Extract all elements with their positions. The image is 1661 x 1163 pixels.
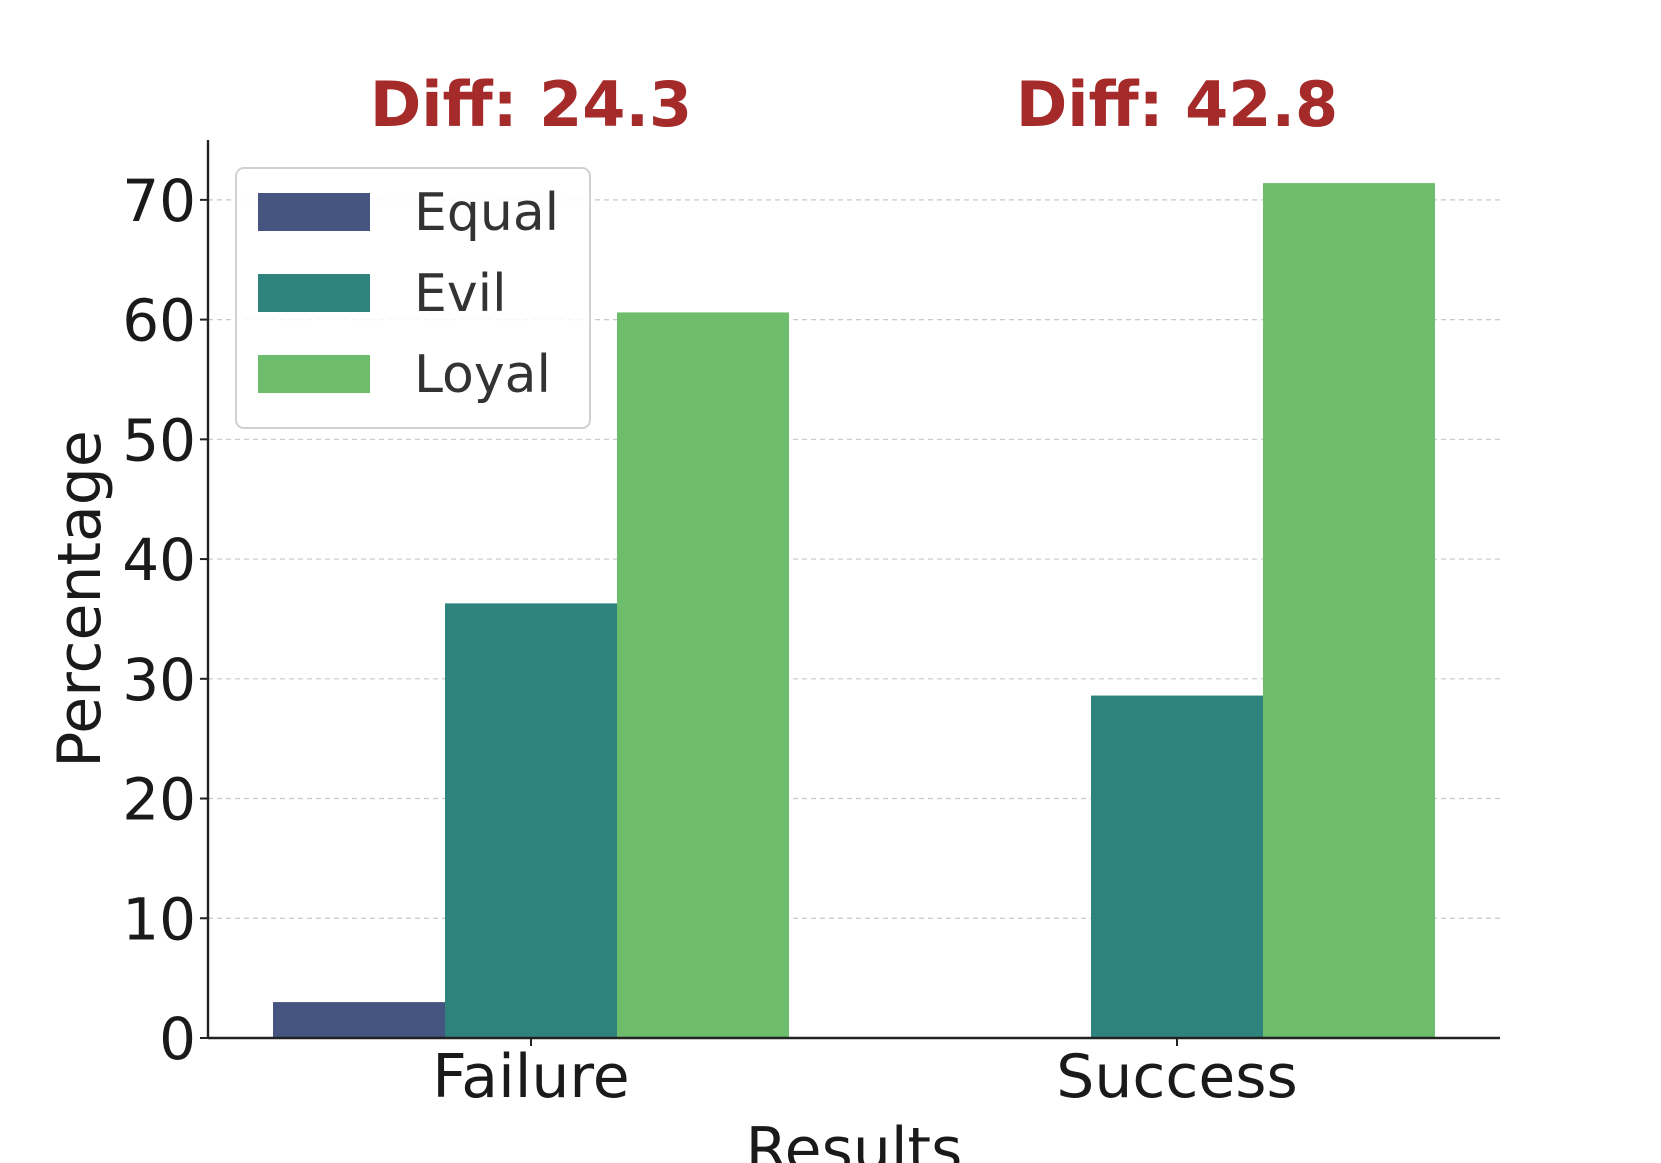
y-tick-label: 30 [122,646,196,714]
bar-loyal-failure [617,312,789,1038]
y-tick-label: 0 [159,1005,196,1073]
y-tick-label: 10 [122,885,196,953]
x-axis-title: Results [746,1115,963,1163]
legend-label-equal: Equal [414,183,559,243]
bar-evil-failure [445,603,617,1038]
bars [273,183,1435,1038]
legend-swatch-evil [258,274,370,312]
bar-evil-success [1091,695,1263,1038]
axes [200,140,1500,1046]
y-tick-label: 60 [122,287,196,355]
x-tick-label-success: Success [1056,1042,1298,1112]
legend-swatch-equal [258,193,370,231]
y-tick-label: 20 [122,766,196,834]
legend: Equal Evil Loyal [235,167,591,429]
y-tick-label: 40 [122,526,196,594]
diff-annotation: Diff: 24.3 [370,68,692,141]
legend-swatch-loyal [258,355,370,393]
legend-label-evil: Evil [414,264,507,324]
diff-annotation: Diff: 42.8 [1016,68,1338,141]
bar-loyal-success [1263,183,1435,1038]
bar-equal-failure [273,1002,445,1038]
x-tick-labels: Failure Success [432,1042,1297,1112]
x-tick-label-failure: Failure [432,1042,629,1112]
legend-label-loyal: Loyal [414,345,551,405]
y-axis-title: Percentage [45,430,115,768]
y-tick-labels: 0 10 20 30 40 50 60 70 [122,167,196,1073]
y-tick-label: 70 [122,167,196,235]
annotations: Diff: 24.3 Diff: 42.8 [370,68,1338,141]
y-tick-label: 50 [122,406,196,474]
